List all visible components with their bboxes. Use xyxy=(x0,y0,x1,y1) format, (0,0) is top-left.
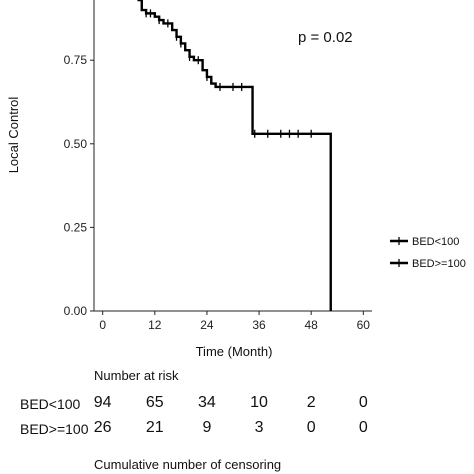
risk-cell: 34 xyxy=(198,394,216,411)
risk-cell: 21 xyxy=(145,419,164,436)
series-line-0 xyxy=(137,0,332,311)
legend: BED<100 BED>=100 xyxy=(390,236,466,270)
risk-cell: 94 xyxy=(93,394,112,411)
x-tick-label: 60 xyxy=(357,318,371,332)
censoring-title: Cumulative number of censoring xyxy=(94,457,282,472)
x-tick-label: 24 xyxy=(200,318,214,332)
risk-cell: 0 xyxy=(358,394,368,411)
risk-cell: 2 xyxy=(306,394,316,411)
risk-row-label: BED>=100 xyxy=(20,421,89,437)
x-tick-label: 12 xyxy=(148,318,162,332)
p-value-annotation: p = 0.02 xyxy=(298,29,353,46)
risk-cell: 65 xyxy=(145,394,164,411)
risk-table-title: Number at risk xyxy=(94,368,179,383)
risk-row-label: BED<100 xyxy=(20,396,81,412)
y-tick-label: 0.00 xyxy=(64,304,88,318)
y-ticks: 0.00 0.25 0.50 0.75 xyxy=(64,53,94,318)
x-ticks: 0 12 24 36 48 60 xyxy=(99,311,370,332)
legend-entry: BED>=100 xyxy=(412,258,466,270)
risk-cell: 10 xyxy=(250,394,268,411)
risk-cell: 26 xyxy=(93,419,112,436)
x-tick-label: 0 xyxy=(99,318,106,332)
y-tick-label: 0.25 xyxy=(64,220,88,234)
legend-entry: BED<100 xyxy=(412,236,459,248)
risk-cell: 0 xyxy=(306,419,316,436)
y-axis-title: Local Control xyxy=(6,97,21,174)
risk-cell: 9 xyxy=(202,419,212,436)
risk-cell: 0 xyxy=(358,419,368,436)
risk-cell: 3 xyxy=(254,419,264,436)
survival-curves xyxy=(137,0,332,311)
x-tick-label: 36 xyxy=(252,318,266,332)
x-axis-title: Time (Month) xyxy=(196,344,273,359)
y-tick-label: 0.75 xyxy=(64,53,88,67)
y-tick-label: 0.50 xyxy=(64,137,88,151)
km-chart: 0.00 0.25 0.50 0.75 0 12 24 36 48 60 p = 0.02 Lo… xyxy=(6,0,466,359)
x-tick-label: 48 xyxy=(305,318,319,332)
